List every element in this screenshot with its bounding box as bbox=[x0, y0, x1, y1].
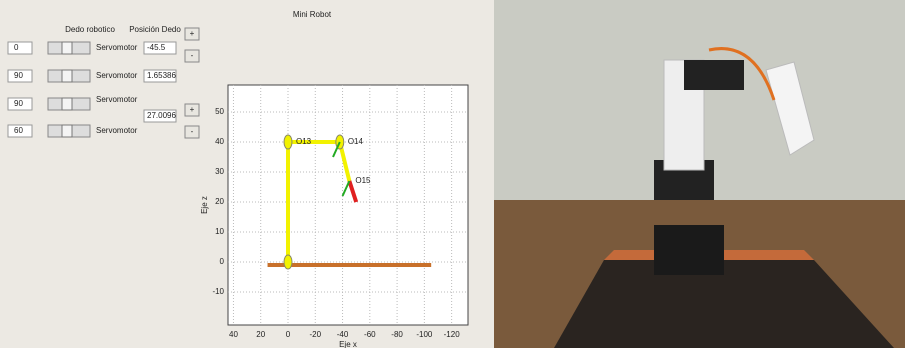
slider-value: 90 bbox=[14, 71, 23, 80]
x-tick-label: 0 bbox=[286, 330, 291, 339]
gui: Mini Robot Dedo robotico Posición Dedo 0… bbox=[0, 0, 494, 348]
y-tick-label: -10 bbox=[212, 287, 224, 296]
x-tick-label: 40 bbox=[229, 330, 238, 339]
button-label: + bbox=[190, 105, 195, 114]
joint bbox=[284, 135, 292, 149]
servo-label: Servomotor bbox=[96, 71, 138, 80]
header: Dedo robotico bbox=[65, 25, 115, 34]
servo-label: Servomotor bbox=[96, 43, 138, 52]
button-label: - bbox=[191, 51, 194, 60]
x-tick-label: -100 bbox=[416, 330, 433, 339]
servo-label: Servomotor bbox=[96, 126, 138, 135]
y-tick-label: 30 bbox=[215, 167, 224, 176]
position-value: -45.5 bbox=[147, 43, 166, 52]
joint-label: O13 bbox=[296, 137, 312, 146]
y-axis-label: Eje z bbox=[200, 196, 209, 214]
photo bbox=[494, 0, 905, 348]
page: Mini Robot Dedo robotico Posición Dedo 0… bbox=[0, 0, 905, 348]
y-tick-label: 40 bbox=[215, 137, 224, 146]
x-tick-label: -20 bbox=[309, 330, 321, 339]
x-axis-label: Eje x bbox=[339, 340, 357, 348]
y-tick-label: 10 bbox=[215, 227, 224, 236]
y-tick-label: 0 bbox=[220, 257, 225, 266]
value-box[interactable] bbox=[8, 42, 32, 54]
position-value: 27.0096 bbox=[147, 111, 176, 120]
button-label: - bbox=[191, 127, 194, 136]
joint bbox=[284, 255, 292, 269]
header: Posición Dedo bbox=[129, 25, 181, 34]
x-tick-label: 20 bbox=[256, 330, 265, 339]
window-title: Mini Robot bbox=[293, 10, 332, 19]
servo-label: Servomotor bbox=[96, 95, 138, 104]
y-tick-label: 50 bbox=[215, 107, 224, 116]
x-tick-label: -80 bbox=[391, 330, 403, 339]
plot-area bbox=[228, 85, 468, 325]
slider-value: 0 bbox=[14, 43, 19, 52]
slider-value: 60 bbox=[14, 126, 23, 135]
x-tick-label: -40 bbox=[337, 330, 349, 339]
slider-thumb[interactable] bbox=[62, 70, 72, 82]
x-tick-label: -60 bbox=[364, 330, 376, 339]
slider-thumb[interactable] bbox=[62, 42, 72, 54]
slider-thumb[interactable] bbox=[62, 98, 72, 110]
position-value: 1.65386 bbox=[147, 71, 176, 80]
x-tick-label: -120 bbox=[444, 330, 461, 339]
joint-label: O14 bbox=[348, 137, 364, 146]
y-tick-label: 20 bbox=[215, 197, 224, 206]
joint-label: O15 bbox=[355, 176, 371, 185]
button-label: + bbox=[190, 29, 195, 38]
slider-value: 90 bbox=[14, 99, 23, 108]
slider-thumb[interactable] bbox=[62, 125, 72, 137]
